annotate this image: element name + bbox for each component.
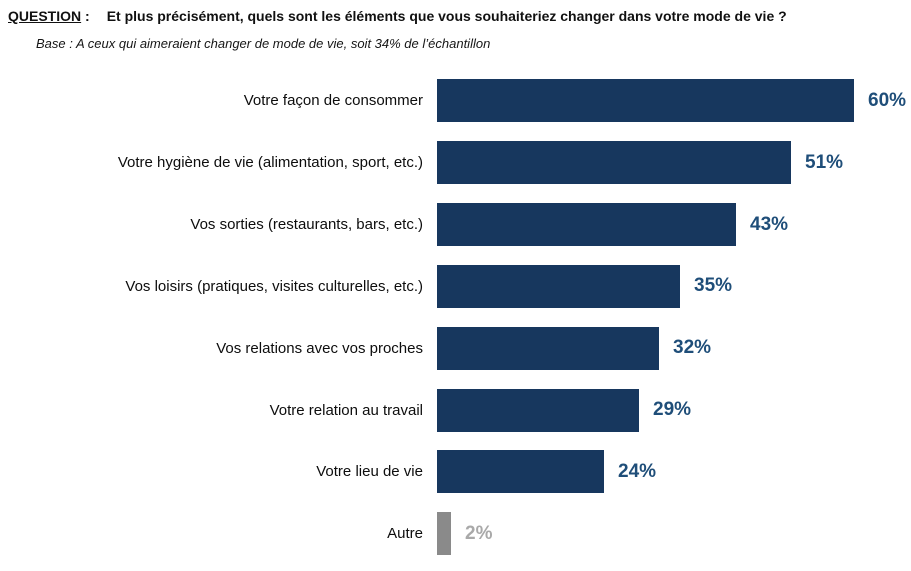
value-label: 35% [694, 275, 733, 297]
base-note: Base : A ceux qui aimeraient changer de … [36, 36, 491, 51]
category-label: Votre hygiène de vie (alimentation, spor… [117, 154, 423, 172]
bar-chart: Votre façon de consommer 60% Votre hygiè… [0, 70, 911, 565]
bar [437, 79, 854, 123]
category-label: Vos relations avec vos proches [216, 339, 423, 357]
value-label: 43% [750, 213, 789, 235]
question-label-colon: : [81, 8, 90, 24]
question-label: QUESTION [8, 8, 82, 24]
bar [437, 264, 680, 308]
value-label: 51% [805, 151, 844, 173]
bar [437, 388, 639, 432]
bar [437, 141, 791, 185]
question-title: Et plus précisément, quels sont les élém… [106, 8, 787, 24]
bar-row: Votre lieu de vie 24% [0, 441, 911, 503]
bar [437, 326, 659, 370]
bar-row: Votre hygiène de vie (alimentation, spor… [0, 132, 911, 194]
bar-row: Vos sorties (restaurants, bars, etc.) 43… [0, 194, 911, 256]
bar-row: Vos relations avec vos proches 32% [0, 317, 911, 379]
category-label: Vos loisirs (pratiques, visites culturel… [125, 277, 423, 295]
bar [437, 203, 736, 247]
value-label: 24% [618, 460, 657, 482]
bar [437, 450, 604, 494]
bar-row: Votre relation au travail 29% [0, 379, 911, 441]
bar-row: Vos loisirs (pratiques, visites culturel… [0, 256, 911, 318]
category-label: Votre lieu de vie [316, 463, 423, 481]
question-header: QUESTION : Et plus précisément, quels son… [8, 8, 787, 24]
bar-row: Autre 2% [0, 503, 911, 565]
value-label: 29% [653, 399, 692, 421]
category-label: Votre relation au travail [269, 401, 423, 419]
bar [437, 512, 451, 556]
category-label: Vos sorties (restaurants, bars, etc.) [190, 215, 423, 233]
bar-row: Votre façon de consommer 60% [0, 70, 911, 132]
value-label: 2% [465, 522, 493, 544]
value-label: 60% [868, 89, 907, 111]
category-label: Votre façon de consommer [243, 92, 423, 110]
category-label: Autre [387, 525, 423, 543]
value-label: 32% [673, 337, 712, 359]
